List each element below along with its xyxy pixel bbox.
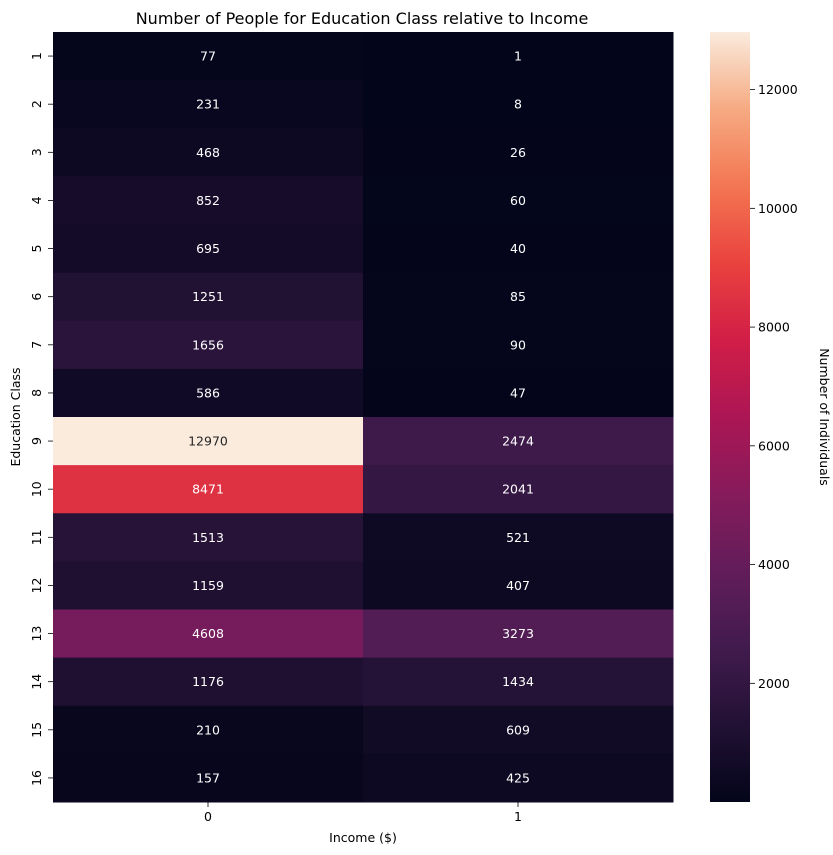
cell-value-label: 521 xyxy=(506,530,530,545)
heatmap-cell xyxy=(363,176,674,225)
chart-title: Number of People for Education Class rel… xyxy=(136,9,589,28)
colorbar-tick-label: 6000 xyxy=(758,438,790,453)
y-tick-label: 10 xyxy=(29,481,44,497)
heatmap-cell xyxy=(53,657,364,707)
heatmap-cell xyxy=(363,272,674,322)
cell-value-label: 2041 xyxy=(502,482,534,497)
cell-value-label: 8471 xyxy=(192,482,224,497)
y-tick-label: 9 xyxy=(29,437,44,445)
y-tick-label: 1 xyxy=(29,52,44,60)
heatmap-cell xyxy=(363,417,674,466)
heatmap-cell xyxy=(53,561,364,610)
colorbar xyxy=(710,32,750,802)
heatmap-cell xyxy=(363,80,674,129)
heatmap-cell xyxy=(363,32,674,81)
cell-value-label: 1 xyxy=(514,49,522,64)
cell-value-label: 1513 xyxy=(192,530,224,545)
heatmap-cells: 77 1 231 8 468 26 852 60 695 40 1251 85 1656 90 586 47 1… xyxy=(53,32,674,803)
heatmap-cell xyxy=(363,753,674,803)
heatmap-cell xyxy=(53,465,364,514)
y-tick-label: 11 xyxy=(29,529,44,545)
heatmap-cell xyxy=(363,368,674,418)
cell-value-label: 12970 xyxy=(188,434,228,449)
cell-value-label: 77 xyxy=(200,49,216,64)
heatmap-cell xyxy=(53,224,364,274)
colorbar-tick-label: 12000 xyxy=(758,82,798,97)
y-tick-label: 8 xyxy=(29,389,44,397)
cell-value-label: 60 xyxy=(510,193,526,208)
x-tick-label: 1 xyxy=(514,809,522,824)
cell-value-label: 210 xyxy=(196,722,220,737)
x-axis-label: Income ($) xyxy=(329,830,397,845)
cell-value-label: 1159 xyxy=(192,578,224,593)
y-tick-label: 12 xyxy=(29,577,44,593)
heatmap-cell xyxy=(53,128,364,177)
cell-value-label: 4608 xyxy=(192,626,224,641)
y-tick-label: 3 xyxy=(29,148,44,156)
heatmap-cell xyxy=(53,705,364,755)
heatmap-cell xyxy=(53,320,364,370)
heatmap-cell xyxy=(363,224,674,274)
heatmap-cell xyxy=(363,657,674,707)
heatmap-cell xyxy=(53,176,364,225)
heatmap-cell xyxy=(53,368,364,418)
y-tick-label: 13 xyxy=(29,626,44,642)
colorbar-ticks: 2000 4000 6000 8000 10000 12000 xyxy=(750,82,798,691)
cell-value-label: 1656 xyxy=(192,337,224,352)
cell-value-label: 231 xyxy=(196,97,220,112)
x-tick-label: 0 xyxy=(204,809,212,824)
heatmap-cell xyxy=(363,513,674,562)
y-tick-label: 6 xyxy=(29,293,44,301)
cell-value-label: 1176 xyxy=(192,674,224,689)
heatmap-cell xyxy=(363,705,674,755)
cell-value-label: 1434 xyxy=(502,674,534,689)
cell-value-label: 425 xyxy=(506,770,530,785)
heatmap-cell xyxy=(53,753,364,803)
cell-value-label: 40 xyxy=(510,241,526,256)
heatmap-cell xyxy=(53,32,364,81)
cell-value-label: 1251 xyxy=(192,289,224,304)
cell-value-label: 852 xyxy=(196,193,220,208)
heatmap-cell xyxy=(53,513,364,562)
cell-value-label: 85 xyxy=(510,289,526,304)
y-tick-label: 2 xyxy=(29,100,44,108)
cell-value-label: 90 xyxy=(510,337,526,352)
heatmap-cell xyxy=(53,80,364,129)
colorbar-tick-label: 8000 xyxy=(758,320,790,335)
cell-value-label: 2474 xyxy=(502,434,534,449)
cell-value-label: 3273 xyxy=(502,626,534,641)
colorbar-tick-label: 10000 xyxy=(758,201,798,216)
heatmap-cell xyxy=(53,609,364,659)
y-tick-label: 15 xyxy=(29,722,44,738)
heatmap-cell xyxy=(53,272,364,322)
colorbar-label: Number of Individuals xyxy=(817,348,832,486)
cell-value-label: 407 xyxy=(506,578,530,593)
cell-value-label: 47 xyxy=(510,385,526,400)
heatmap-cell xyxy=(363,561,674,610)
cell-value-label: 8 xyxy=(514,97,522,112)
heatmap-cell xyxy=(53,417,364,466)
cell-value-label: 695 xyxy=(196,241,220,256)
cell-value-label: 609 xyxy=(506,722,530,737)
colorbar-tick-label: 4000 xyxy=(758,557,790,572)
heatmap-cell xyxy=(363,320,674,370)
colorbar-tick-label: 2000 xyxy=(758,676,790,691)
cell-value-label: 26 xyxy=(510,145,526,160)
cell-value-label: 468 xyxy=(196,145,220,160)
y-tick-label: 4 xyxy=(29,196,44,204)
y-axis-label: Education Class xyxy=(8,367,23,466)
y-tick-label: 14 xyxy=(29,674,44,690)
heatmap-cell xyxy=(363,465,674,514)
y-tick-label: 16 xyxy=(29,770,44,786)
y-tick-label: 7 xyxy=(29,341,44,349)
cell-value-label: 157 xyxy=(196,770,220,785)
heatmap-cell xyxy=(363,609,674,659)
y-tick-label: 5 xyxy=(29,245,44,253)
heatmap-cell xyxy=(363,128,674,177)
cell-value-label: 586 xyxy=(196,385,220,400)
